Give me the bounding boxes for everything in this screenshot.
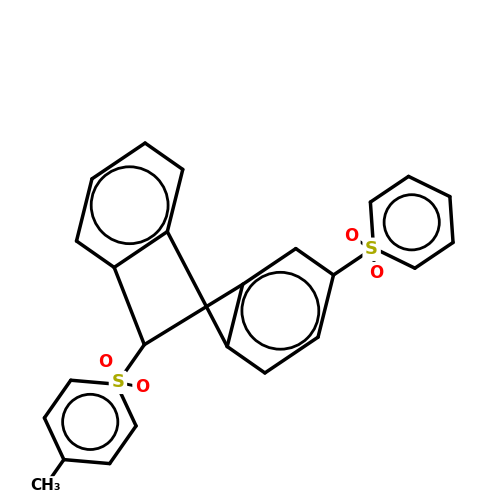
Text: O: O bbox=[369, 264, 384, 282]
Text: S: S bbox=[365, 240, 378, 258]
Text: O: O bbox=[98, 352, 112, 370]
Text: CH₃: CH₃ bbox=[30, 478, 60, 494]
Text: O: O bbox=[344, 227, 358, 245]
Text: S: S bbox=[112, 374, 124, 392]
Text: O: O bbox=[135, 378, 149, 396]
